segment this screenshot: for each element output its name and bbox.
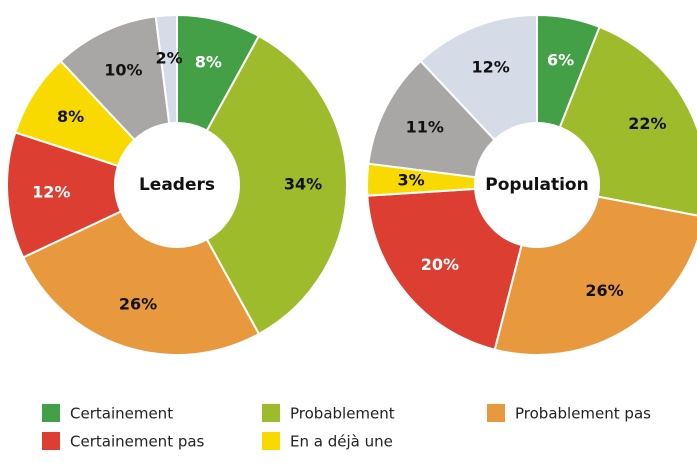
slice-label: 20%: [421, 255, 459, 274]
slice-label: 10%: [104, 60, 142, 79]
legend-swatch: [42, 432, 60, 450]
slice-label: 12%: [32, 182, 70, 201]
legend-label: Probablement pas: [515, 405, 651, 423]
slice-label: 3%: [397, 171, 424, 190]
legend-label: Certainement: [70, 405, 173, 423]
legend-swatch: [487, 404, 505, 422]
slice: [21, 210, 261, 356]
slice: [154, 13, 178, 125]
slice-label: 6%: [547, 51, 574, 70]
slice: [558, 25, 697, 217]
slice-label: 8%: [195, 52, 222, 71]
slice-label: 22%: [628, 114, 666, 133]
slice-label: 26%: [585, 281, 623, 300]
center-title: Leaders: [139, 175, 215, 195]
legend-label: Probablement: [290, 405, 395, 423]
slice: [366, 187, 523, 351]
slice-label: 8%: [57, 107, 84, 126]
center-title: Population: [485, 175, 588, 195]
slice-label: 12%: [471, 57, 509, 76]
legend-swatch: [262, 432, 280, 450]
legend-label: En a déjà une: [290, 433, 393, 451]
slice: [205, 34, 348, 336]
legend-swatch: [262, 404, 280, 422]
legend-swatch: [42, 404, 60, 422]
legend-label: Certainement pas: [70, 433, 205, 451]
slice-label: 26%: [119, 294, 157, 313]
slice-label: 11%: [406, 117, 444, 136]
slice: [419, 13, 538, 142]
slice: [493, 195, 697, 356]
slice-label: 34%: [284, 175, 322, 194]
slice-label: 2%: [156, 49, 183, 68]
